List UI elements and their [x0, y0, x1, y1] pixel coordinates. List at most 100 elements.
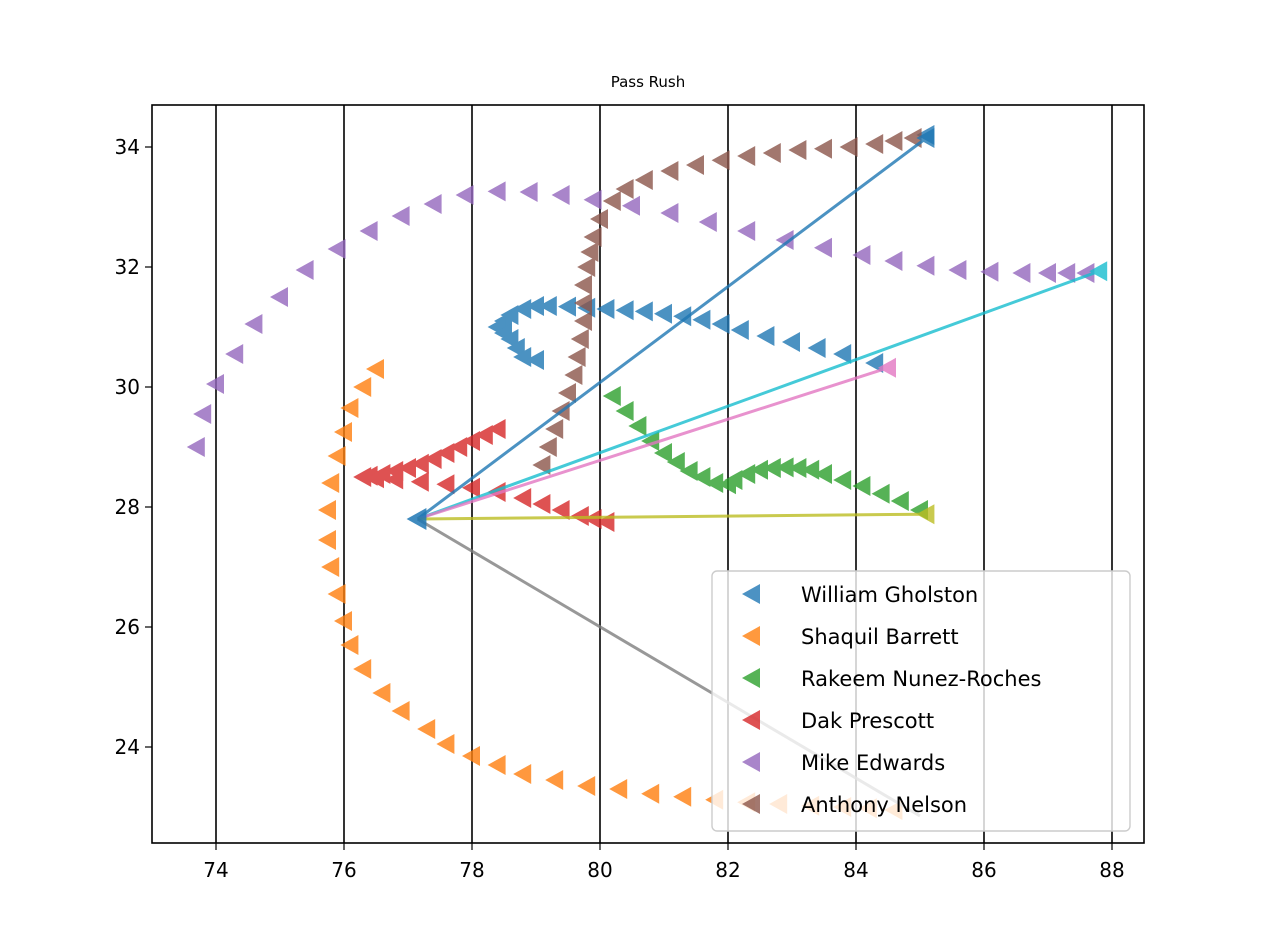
scatter-point	[513, 488, 532, 508]
scatter-point	[679, 461, 698, 481]
x-tick-label: 86	[971, 858, 996, 882]
scatter-point	[615, 401, 634, 421]
scatter-point	[865, 134, 884, 154]
scatter-point	[410, 453, 429, 474]
scatter-point	[750, 459, 768, 480]
scatter-point	[1076, 263, 1095, 283]
scatter-point	[622, 195, 640, 216]
scatter-point	[545, 419, 564, 439]
scatter-point	[558, 296, 576, 317]
scatter-point	[711, 314, 730, 334]
scatter-point	[564, 365, 583, 385]
scatter-point	[327, 584, 346, 604]
vector-0	[416, 128, 935, 521]
legend-label: Anthony Nelson	[801, 793, 967, 817]
x-tick-label: 88	[1099, 858, 1124, 882]
vector-line	[417, 269, 1100, 521]
scatter-point	[814, 464, 832, 484]
scatter-point	[890, 491, 909, 511]
scatter-point	[583, 189, 602, 210]
data-layer	[186, 125, 1108, 820]
scatter-point	[455, 185, 474, 205]
series-5	[532, 128, 922, 475]
x-tick-label: 74	[203, 858, 228, 882]
x-tick-label: 76	[331, 858, 356, 882]
scatter-point	[462, 431, 480, 451]
scatter-point	[366, 359, 384, 379]
scatter-point	[366, 468, 384, 489]
scatter-point	[574, 311, 592, 331]
legend-marker	[742, 668, 760, 688]
scatter-point	[526, 296, 544, 316]
scatter-point	[398, 458, 416, 478]
scatter-point	[353, 377, 372, 397]
scatter-point	[244, 314, 263, 334]
y-tick-label: 32	[115, 255, 140, 279]
scatter-point	[580, 242, 599, 262]
scatter-point	[782, 332, 800, 352]
legend-box	[711, 570, 1131, 832]
scatter-point	[737, 221, 756, 241]
scatter-point	[602, 191, 621, 211]
scatter-point	[756, 326, 775, 346]
scatter-point	[462, 477, 480, 498]
scatter-point	[705, 473, 724, 493]
scatter-point	[852, 476, 871, 496]
y-tick-label: 28	[115, 495, 140, 519]
scatter-point	[340, 398, 359, 418]
scatter-point	[359, 221, 378, 241]
scatter-point	[692, 309, 711, 330]
scatter-point	[698, 212, 717, 232]
scatter-point	[318, 530, 336, 550]
scatter-point	[871, 483, 890, 504]
scatter-point	[814, 138, 832, 159]
scatter-point	[1057, 263, 1076, 283]
scatter-point	[532, 455, 551, 475]
scatter-point	[788, 140, 807, 160]
scatter-point	[615, 300, 634, 321]
scatter-point	[596, 299, 615, 319]
scatter-point	[762, 458, 781, 478]
scatter-point	[884, 251, 903, 271]
x-tick-label: 78	[459, 858, 484, 882]
legend-marker	[742, 794, 760, 814]
scatter-point	[334, 422, 352, 442]
scatter-point	[436, 474, 455, 495]
scatter-point	[801, 459, 820, 480]
series-2	[602, 386, 928, 520]
scatter-point	[551, 185, 570, 205]
scatter-point	[513, 764, 532, 784]
scatter-point	[449, 437, 468, 457]
scatter-point	[353, 467, 372, 487]
legend-label: Rakeem Nunez-Roches	[801, 667, 1041, 691]
scatter-point	[590, 209, 608, 229]
scatter-point	[570, 329, 589, 349]
scatter-point	[602, 386, 621, 406]
scatter-point	[340, 635, 359, 655]
scatter-point	[583, 227, 602, 247]
scatter-point	[807, 338, 826, 358]
vector-2	[417, 357, 896, 521]
scatter-point	[353, 659, 372, 679]
vector-line	[417, 366, 889, 521]
scatter-point	[1012, 263, 1031, 283]
scatter-point	[519, 182, 538, 202]
scatter-point	[884, 131, 903, 151]
scatter-point	[551, 500, 570, 520]
vector-end-marker	[878, 357, 896, 378]
x-tick-label: 80	[587, 858, 612, 882]
scatter-point	[391, 701, 410, 721]
scatter-point	[538, 437, 557, 457]
scatter-point	[948, 260, 967, 280]
legend-label: William Gholston	[801, 583, 978, 607]
scatter-point	[372, 683, 391, 703]
vector-line	[417, 512, 927, 521]
scatter-point	[327, 446, 346, 466]
y-tick-label: 26	[115, 615, 140, 639]
scatter-point	[327, 239, 346, 259]
x-tick-label: 84	[843, 858, 868, 882]
scatter-point	[1038, 263, 1056, 283]
legend-label: Shaquil Barrett	[801, 625, 959, 649]
y-tick-label: 30	[115, 375, 140, 399]
scatter-point	[474, 425, 493, 445]
